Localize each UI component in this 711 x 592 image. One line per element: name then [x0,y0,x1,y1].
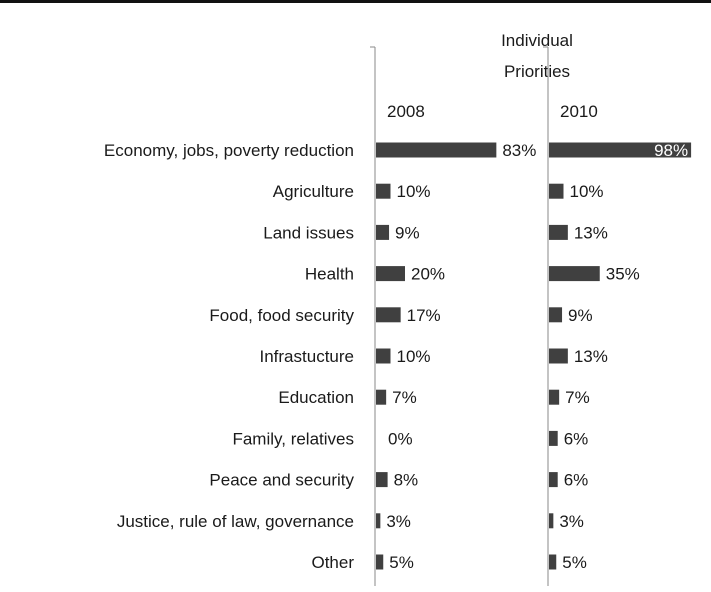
bar-2008 [376,554,384,570]
bar-2008 [376,266,405,282]
series-header-2010: 2010 [560,102,598,121]
data-label-2008: 10% [397,347,431,366]
category-label: Food, food security [209,306,354,325]
bar-2010 [549,183,564,199]
bar-2008 [376,142,497,158]
data-label-2010: 5% [562,553,587,572]
category-label: Family, relatives [232,429,354,448]
data-label-2010: 7% [565,388,590,407]
category-label: Peace and security [209,471,354,490]
bar-2008 [376,183,391,199]
data-label-2010: 35% [606,265,640,284]
data-label-2010: 6% [564,471,589,490]
data-label-2010: 98% [654,141,688,160]
category-label: Other [311,553,354,572]
series-header-2008: 2008 [387,102,425,121]
bar-2010 [549,348,568,364]
bar-2010 [549,554,557,570]
bar-2008 [376,513,381,529]
chart-title-line-1: Individual [501,31,573,50]
bar-2008 [376,389,387,405]
bar-2010 [549,513,554,529]
category-label: Justice, rule of law, governance [117,512,354,531]
data-label-2010: 3% [559,512,584,531]
data-label-2008: 7% [392,388,417,407]
data-label-2008: 3% [386,512,411,531]
data-label-2008: 5% [389,553,414,572]
top-rule [0,0,711,3]
bar-2010 [549,389,560,405]
bar-2008 [376,348,391,364]
data-label-2008: 0% [388,429,413,448]
bar-2008 [376,224,390,240]
bar-2010 [549,430,558,446]
data-label-2010: 13% [574,223,608,242]
category-label: Economy, jobs, poverty reduction [104,141,354,160]
bar-2010 [549,307,563,323]
chart-title-line-2: Priorities [504,62,570,81]
data-label-2008: 17% [407,306,441,325]
data-label-2008: 10% [397,182,431,201]
data-label-2008: 20% [411,265,445,284]
bar-2010 [549,142,692,158]
category-label: Agriculture [273,182,354,201]
data-label-2010: 10% [570,182,604,201]
category-label: Infrastucture [260,347,355,366]
bar-2008 [376,472,388,488]
data-label-2010: 9% [568,306,593,325]
data-label-2008: 9% [395,223,420,242]
bar-2010 [549,472,558,488]
bar-2010 [549,266,600,282]
data-label-2008: 83% [502,141,536,160]
data-label-2008: 8% [394,471,419,490]
bar-2008 [376,307,401,323]
data-label-2010: 6% [564,429,589,448]
category-label: Land issues [263,223,354,242]
category-label: Health [305,265,354,284]
category-label: Education [278,388,354,407]
data-label-2010: 13% [574,347,608,366]
bar-2010 [549,224,568,240]
